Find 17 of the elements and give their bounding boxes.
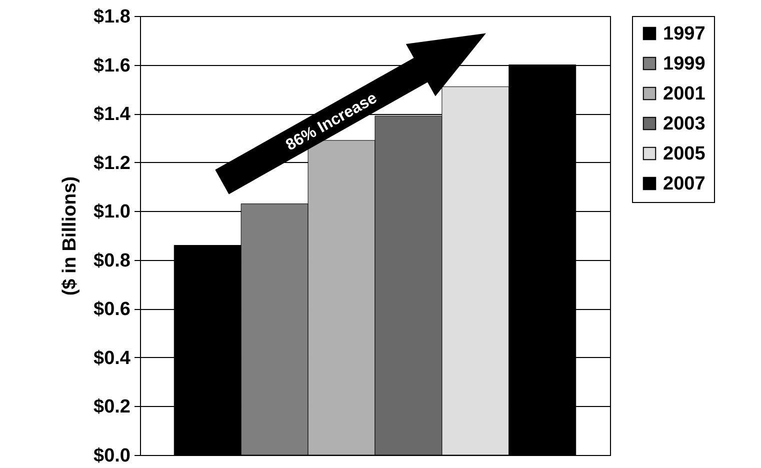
- y-tick-label: $1.4: [94, 104, 131, 126]
- y-tick-label: $0.6: [94, 299, 130, 320]
- legend-label: 1999: [663, 54, 706, 74]
- y-tick-label: $1.6: [94, 55, 130, 76]
- legend-label: 2003: [663, 114, 706, 134]
- y-tick-label: $0.0: [94, 446, 130, 466]
- y-tick-label: $0.4: [94, 348, 131, 369]
- legend-label: 2007: [663, 174, 706, 194]
- legend-label: 2005: [663, 144, 706, 164]
- y-tick-label: $0.8: [94, 250, 130, 272]
- y-tick-label: $1.2: [94, 152, 130, 174]
- y-tick-label: $1.0: [94, 202, 130, 223]
- legend-label: 1997: [663, 24, 706, 44]
- y-tick-label: $1.8: [94, 6, 130, 28]
- legend-label: 2001: [663, 84, 706, 104]
- y-axis-title: ($ in Billions): [60, 176, 81, 296]
- y-tick-label: $0.2: [94, 396, 130, 418]
